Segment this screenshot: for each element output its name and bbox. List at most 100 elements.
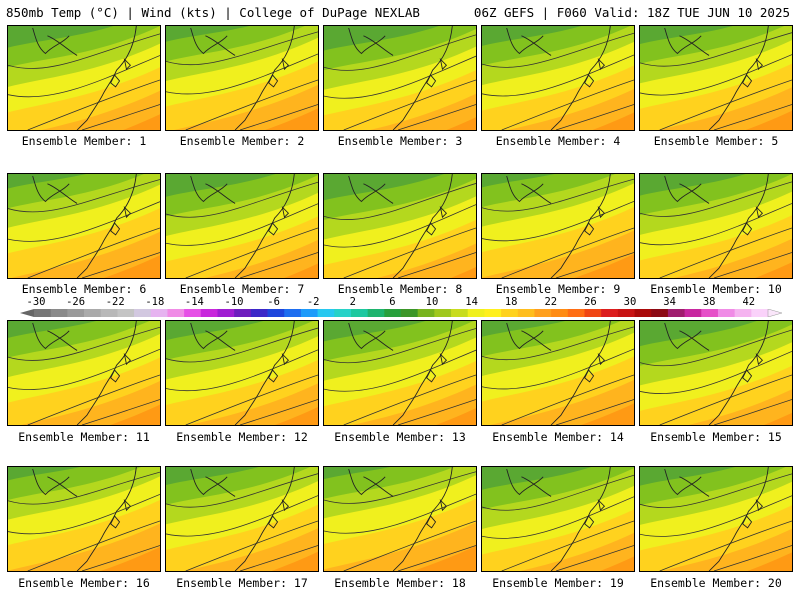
colorbar-swatch <box>434 309 452 317</box>
colorbar-swatch <box>601 309 619 317</box>
colorbar-tick-label: -14 <box>184 296 204 308</box>
ensemble-member-label: Ensemble Member: 20 <box>650 576 782 590</box>
colorbar-swatch <box>384 309 402 317</box>
ensemble-member-label: Ensemble Member: 2 <box>179 134 305 148</box>
colorbar-swatch <box>150 309 168 317</box>
colorbar-swatch <box>651 309 669 317</box>
colorbar-tick-label: -30 <box>26 296 46 308</box>
ensemble-map-panel <box>323 320 477 426</box>
colorbar-swatch <box>167 309 185 317</box>
ensemble-member-label: Ensemble Member: 14 <box>492 430 624 444</box>
colorbar-swatch <box>751 309 769 317</box>
colorbar-swatch <box>684 309 702 317</box>
colorbar-tick-label: 18 <box>504 296 518 308</box>
ensemble-member-label: Ensemble Member: 3 <box>337 134 463 148</box>
colorbar-swatch <box>184 309 202 317</box>
colorbar-swatch <box>50 309 68 317</box>
colorbar-swatch <box>634 309 652 317</box>
ensemble-member-label: Ensemble Member: 9 <box>495 282 621 296</box>
colorbar-swatch <box>534 309 552 317</box>
colorbar-swatch <box>300 309 318 317</box>
colorbar-swatch <box>617 309 635 317</box>
colorbar-swatch <box>134 309 152 317</box>
colorbar-swatch <box>551 309 569 317</box>
ensemble-member-label: Ensemble Member: 15 <box>650 430 782 444</box>
colorbar-labels: -30 -26 -22 -18 -14 -10 -6 -2 2 6 10 14 18 22 26 30 34 38… <box>0 296 800 308</box>
colorbar-swatch <box>734 309 752 317</box>
ensemble-map-panel <box>7 25 161 131</box>
ensemble-map-panel <box>481 25 635 131</box>
colorbar-high-arrow <box>767 309 782 317</box>
colorbar-tick-label: 6 <box>389 296 396 308</box>
colorbar-swatch <box>200 309 218 317</box>
colorbar-swatch <box>117 309 135 317</box>
valid-time-label: 06Z GEFS | F060 Valid: 18Z TUE JUN 10 20… <box>473 5 790 20</box>
colorbar-swatch <box>667 309 685 317</box>
temperature-colorbar <box>20 309 782 317</box>
colorbar-tick-label: 14 <box>465 296 478 308</box>
ensemble-map-panel <box>7 320 161 426</box>
ensemble-map-panel <box>481 173 635 279</box>
colorbar-swatch <box>467 309 485 317</box>
ensemble-map-panel <box>323 25 477 131</box>
colorbar-tick-label: 2 <box>349 296 356 308</box>
ensemble-map-panel <box>165 466 319 572</box>
colorbar-swatch <box>501 309 519 317</box>
colorbar-swatch <box>484 309 502 317</box>
colorbar-tick-label: 38 <box>702 296 716 308</box>
colorbar-swatch <box>217 309 235 317</box>
colorbar-swatch <box>701 309 719 317</box>
ensemble-member-label: Ensemble Member: 19 <box>492 576 624 590</box>
colorbar-tick-label: -6 <box>267 296 280 308</box>
colorbar-swatch <box>717 309 736 317</box>
ensemble-member-label: Ensemble Member: 7 <box>179 282 305 296</box>
ensemble-map-panel <box>165 173 319 279</box>
ensemble-map-panel <box>165 320 319 426</box>
colorbar-swatch <box>100 309 118 317</box>
ensemble-map-panel <box>323 173 477 279</box>
ensemble-member-label: Ensemble Member: 4 <box>495 134 621 148</box>
colorbar-swatch <box>267 309 285 317</box>
colorbar-swatch <box>67 309 85 317</box>
colorbar-swatch <box>417 309 435 317</box>
colorbar-tick-label: 34 <box>663 296 676 308</box>
ensemble-member-label: Ensemble Member: 6 <box>21 282 147 296</box>
colorbar-tick-label: 26 <box>584 296 597 308</box>
colorbar-swatch <box>284 309 302 317</box>
colorbar-swatch <box>350 309 369 317</box>
ensemble-member-label: Ensemble Member: 16 <box>18 576 150 590</box>
colorbar-swatch <box>367 309 385 317</box>
colorbar-tick-label: 10 <box>425 296 439 308</box>
ensemble-map-panel <box>639 320 793 426</box>
colorbar-swatch <box>250 309 268 317</box>
colorbar-swatch <box>334 309 352 317</box>
colorbar-tick-label: 42 <box>742 296 756 308</box>
ensemble-map-panel <box>639 466 793 572</box>
colorbar-tick-label: -26 <box>66 296 86 308</box>
ensemble-member-label: Ensemble Member: 18 <box>334 576 466 590</box>
ensemble-member-label: Ensemble Member: 10 <box>650 282 782 296</box>
ensemble-member-label: Ensemble Member: 12 <box>176 430 308 444</box>
colorbar-swatch <box>401 309 419 317</box>
colorbar-tick-label: 30 <box>623 296 637 308</box>
ensemble-map-panel <box>481 320 635 426</box>
colorbar-swatch <box>451 309 469 317</box>
colorbar-tick-label: -2 <box>306 296 320 308</box>
ensemble-member-label: Ensemble Member: 17 <box>176 576 308 590</box>
colorbar-swatch <box>34 309 52 317</box>
colorbar-swatch <box>584 309 602 317</box>
ensemble-map-panel <box>165 25 319 131</box>
ensemble-member-label: Ensemble Member: 8 <box>337 282 463 296</box>
ensemble-member-label: Ensemble Member: 1 <box>21 134 147 148</box>
ensemble-map-panel <box>639 173 793 279</box>
colorbar-swatch <box>317 309 335 317</box>
map-title: 850mb Temp (°C) | Wind (kts) | College o… <box>6 5 420 20</box>
colorbar-tick-label: -22 <box>105 296 125 308</box>
ensemble-map-panel <box>7 173 161 279</box>
colorbar-tick-label: -10 <box>224 296 244 308</box>
ensemble-map-panel <box>481 466 635 572</box>
ensemble-member-label: Ensemble Member: 13 <box>334 430 466 444</box>
colorbar-swatch <box>567 309 585 317</box>
ensemble-map-panel <box>639 25 793 131</box>
colorbar-swatch <box>234 309 252 317</box>
